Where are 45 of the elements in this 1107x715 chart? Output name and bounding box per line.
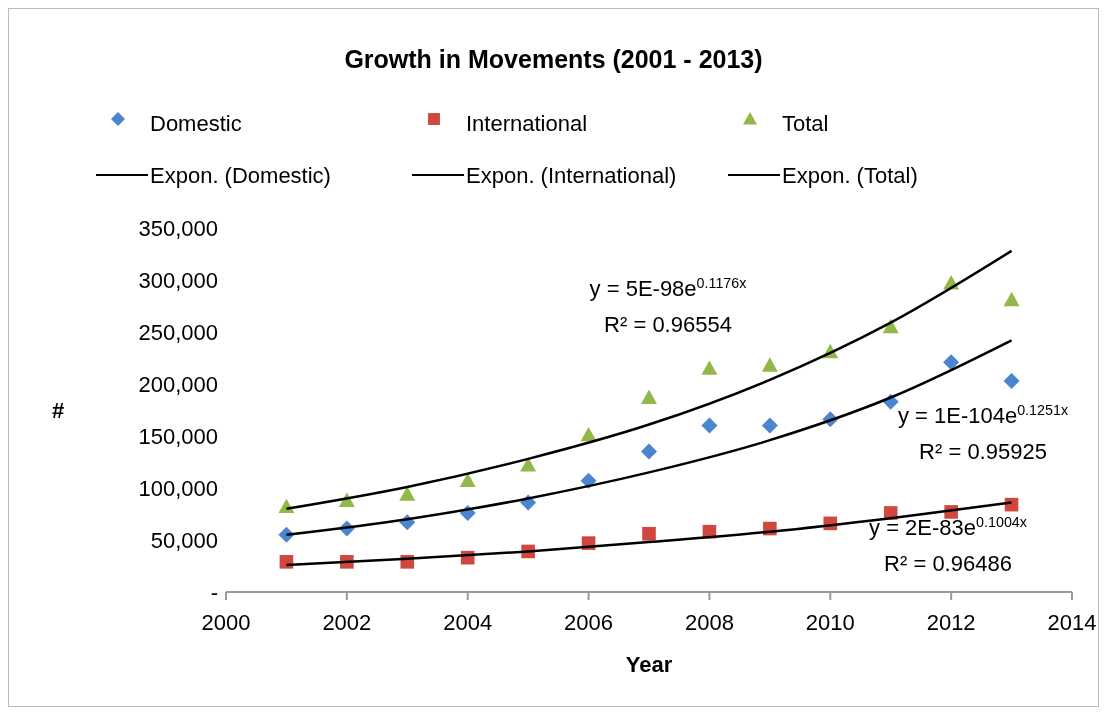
annotation: y = 5E-98e$^{0.1176x}$ (589, 275, 747, 301)
x-tick-label: 2014 (1047, 610, 1097, 635)
legend-label: Total (782, 111, 829, 136)
point (399, 486, 416, 501)
y-tick-label: 150,000 (138, 424, 218, 449)
x-tick-label: 2010 (805, 610, 855, 635)
y-axis-title: # (51, 398, 65, 423)
y-tick-label: 250,000 (138, 320, 218, 345)
point (641, 443, 657, 460)
annotation: y = 2E-83e$^{0.1004x}$ (869, 514, 1027, 540)
point (642, 526, 656, 541)
annotation: R² = 0.96554 (604, 312, 732, 337)
x-tick-label: 2008 (684, 610, 734, 635)
legend-label: Expon. (Total) (782, 163, 918, 188)
point (1003, 291, 1020, 307)
point (761, 417, 778, 434)
x-tick-label: 2012 (926, 610, 976, 635)
annotation: R² = 0.96486 (884, 551, 1012, 576)
legend-label: Domestic (150, 111, 242, 136)
x-tick-label: 2002 (322, 610, 372, 635)
x-tick-label: 2000 (201, 610, 251, 635)
y-tick-label: 350,000 (138, 216, 218, 241)
legend-label: Expon. (International) (466, 163, 677, 188)
x-tick-label: 2004 (443, 610, 493, 635)
point (701, 417, 718, 434)
y-tick-label: 100,000 (138, 476, 218, 501)
y-tick-label: - (210, 580, 218, 605)
legend-label: International (466, 111, 588, 136)
x-tick-label: 2006 (564, 610, 614, 635)
point (1003, 372, 1020, 389)
point (520, 457, 537, 472)
point (943, 354, 960, 371)
x-axis-title: Year (625, 652, 673, 677)
y-tick-label: 300,000 (138, 268, 218, 293)
legend-label: Expon. (Domestic) (150, 163, 331, 188)
point (761, 357, 778, 372)
point (580, 426, 597, 442)
point (459, 472, 476, 488)
annotation: R² = 0.95925 (919, 439, 1047, 464)
point (701, 360, 718, 375)
y-tick-label: 200,000 (138, 372, 218, 397)
annotation: y = 1E-104e$^{0.1251x}$ (897, 402, 1069, 428)
point (641, 389, 657, 404)
chart-title: Growth in Movements (2001 - 2013) (344, 45, 763, 73)
y-tick-label: 50,000 (150, 528, 218, 553)
